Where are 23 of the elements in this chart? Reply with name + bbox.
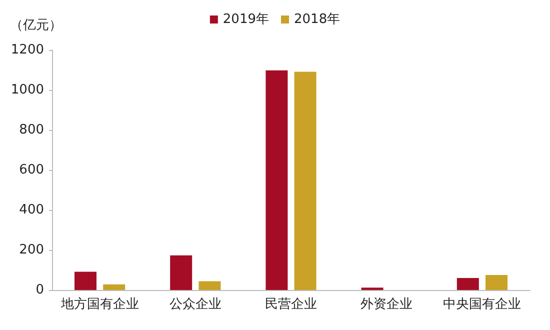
bar — [294, 72, 316, 290]
bar — [74, 272, 96, 290]
x-tick-label: 地方国有企业 — [60, 296, 139, 312]
bar — [266, 70, 288, 290]
bar — [198, 281, 221, 290]
y-tick-label: 800 — [19, 122, 44, 138]
x-tick-label: 公众企业 — [169, 297, 222, 312]
x-tick-label: 外资企业 — [360, 297, 413, 312]
y-tick-label: 200 — [19, 242, 44, 258]
bar — [103, 284, 126, 290]
y-tick-label: 1000 — [10, 82, 44, 98]
bar — [170, 255, 192, 290]
y-tick-label: 0 — [36, 282, 44, 298]
y-tick-label: 1200 — [10, 42, 44, 58]
y-tick-label: 600 — [19, 162, 44, 178]
x-tick-label: 民营企业 — [265, 297, 317, 312]
y-tick-label: 400 — [19, 202, 44, 218]
y-axis-title: （亿元） — [10, 18, 62, 33]
bar — [456, 278, 479, 290]
bar — [486, 275, 508, 290]
x-tick-label: 中央国有企业 — [443, 297, 522, 312]
legend-label: 2019年 — [222, 12, 270, 27]
legend-label: 2018年 — [294, 12, 340, 27]
